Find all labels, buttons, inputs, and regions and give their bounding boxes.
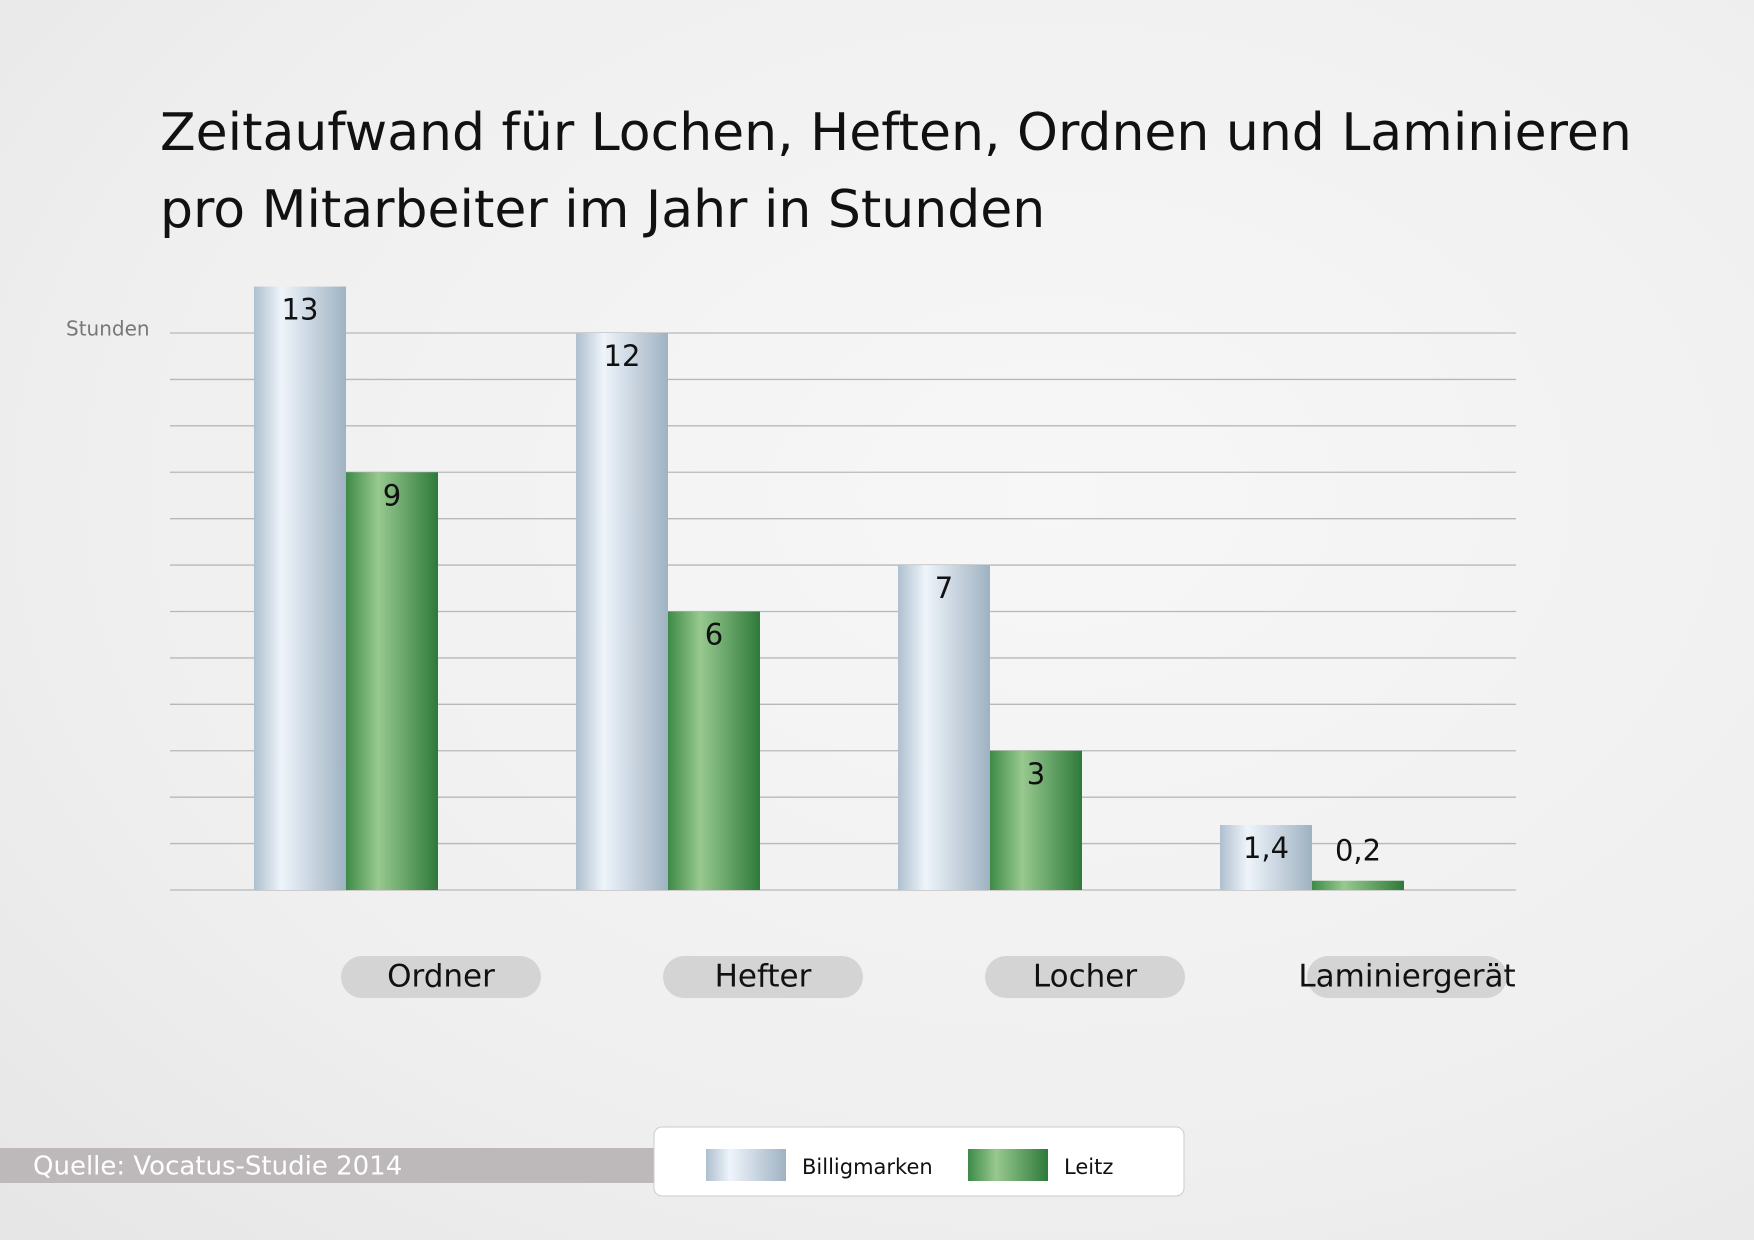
category-pill (663, 956, 863, 998)
data-label: 1,4 (1243, 831, 1289, 865)
category-pill (1307, 956, 1507, 998)
legend-swatch (968, 1149, 1048, 1181)
bar (990, 750, 1082, 890)
bar (576, 333, 668, 890)
bar (254, 286, 346, 890)
chart-subtitle: pro Mitarbeiter im Jahr in Stunden (160, 180, 1045, 240)
chart-title: Zeitaufwand für Lochen, Heften, Ordnen u… (160, 103, 1632, 163)
data-label: 9 (383, 478, 401, 512)
legend-label: Billigmarken (802, 1155, 933, 1179)
category-pill (341, 956, 541, 998)
category-pill (985, 956, 1185, 998)
data-label: 12 (604, 339, 641, 373)
data-label: 13 (282, 293, 319, 327)
data-label: 6 (705, 618, 723, 652)
data-label: 3 (1027, 757, 1045, 791)
data-label: 7 (935, 571, 953, 605)
bar (1220, 825, 1312, 890)
legend (653, 1126, 1185, 1197)
source: Quelle: Vocatus-Studie 2014 (33, 1152, 402, 1182)
legend-label: Leitz (1064, 1155, 1113, 1179)
data-label: 0,2 (1335, 834, 1381, 868)
x-tick-label: Locher (1033, 959, 1137, 995)
legend-swatch (706, 1149, 786, 1181)
bar (898, 565, 990, 890)
x-tick-label: Hefter (715, 959, 812, 995)
bar (668, 611, 760, 890)
bar (346, 472, 438, 890)
x-tick-label: Ordner (387, 959, 495, 995)
bar (1312, 880, 1404, 890)
source-bar (0, 1148, 655, 1183)
y-axis-label: Stunden (66, 317, 150, 341)
x-tick-label: Laminiergerät (1298, 959, 1515, 995)
